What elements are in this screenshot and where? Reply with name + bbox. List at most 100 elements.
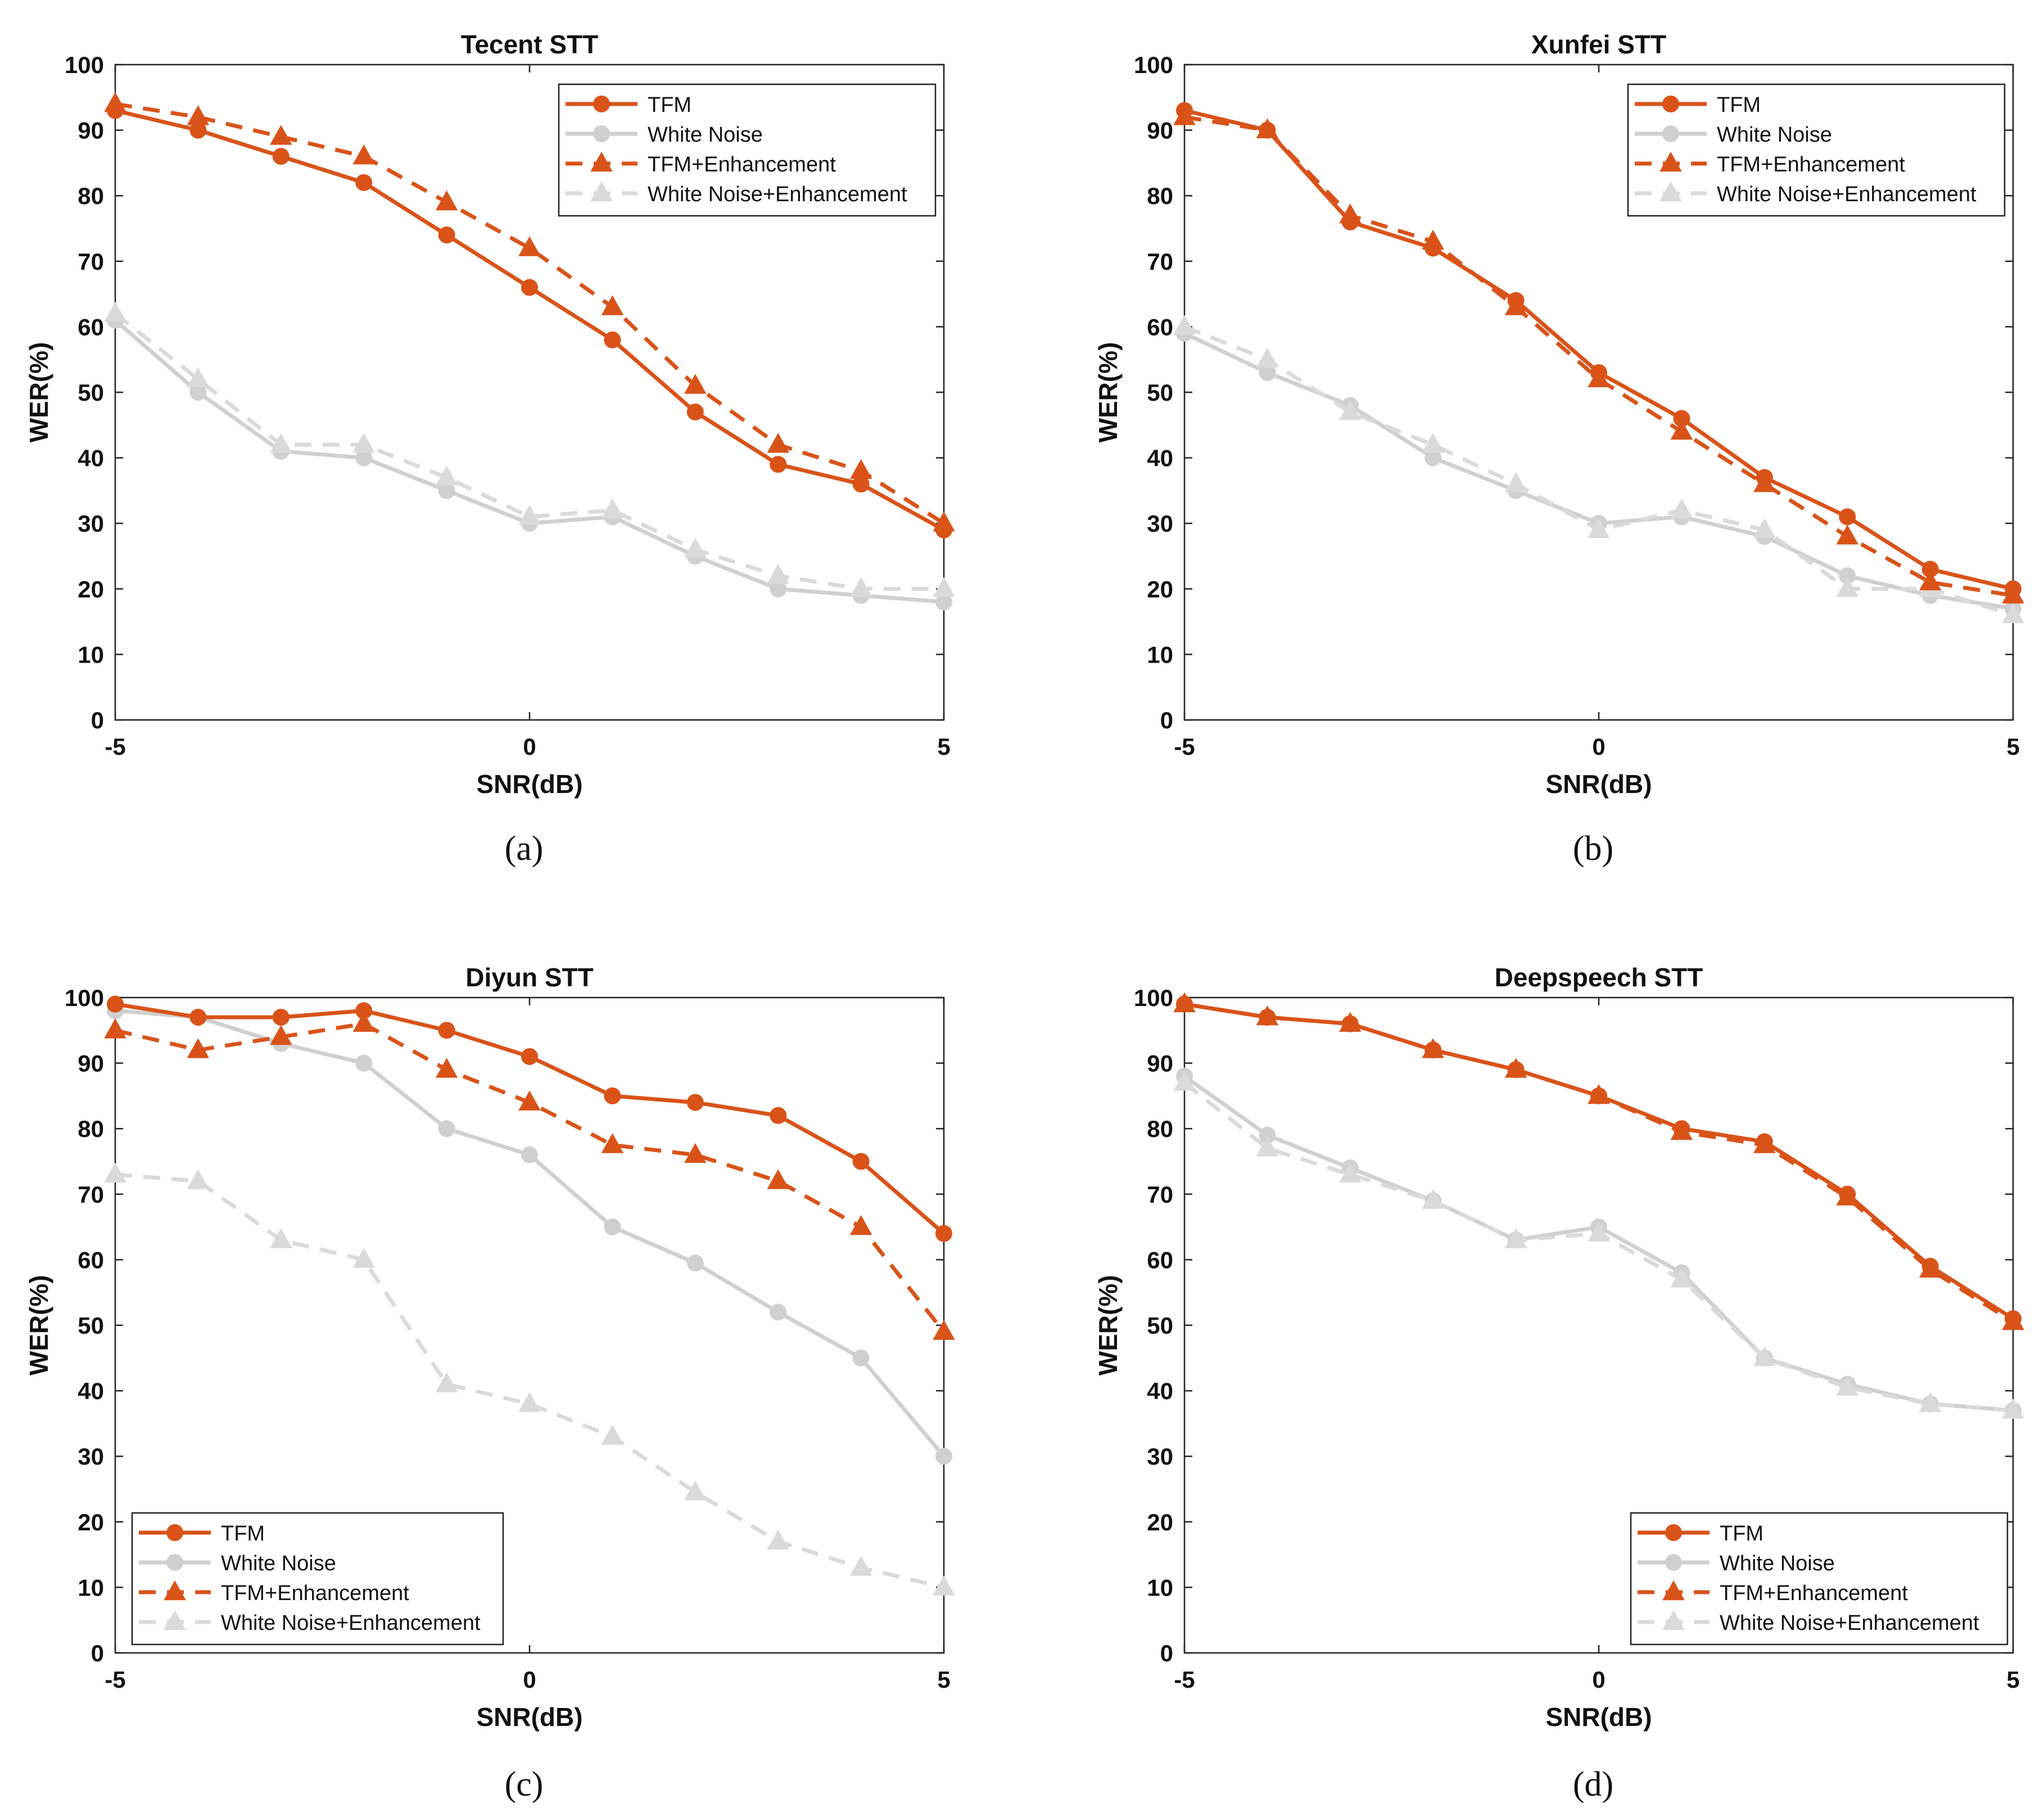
x-tick-label: -5 [1174,1666,1195,1693]
data-point [518,1392,541,1412]
y-tick-label: 50 [78,379,104,406]
data-point [270,1025,292,1045]
y-tick-label: 20 [1147,576,1173,602]
data-point [852,1349,870,1367]
legend-label: White Noise+Enhancement [1717,183,1977,206]
data-point [767,564,790,584]
legend-marker [164,1610,186,1630]
data-point [1256,1136,1279,1157]
x-tick-label: 0 [523,1666,536,1693]
data-point [438,1022,455,1039]
x-axis-label: SNR(dB) [476,1702,582,1732]
x-tick-label: 5 [2006,1666,2019,1693]
data-point [438,1120,455,1138]
x-tick-label: 5 [937,1666,950,1693]
data-point [1173,315,1196,335]
data-point [686,1094,704,1111]
data-point [104,1018,126,1039]
chart-title: Xunfei STT [1531,30,1666,59]
y-tick-label: 90 [1147,1050,1173,1077]
legend-label: White Noise [648,123,763,147]
data-point [518,1090,541,1111]
data-point [1339,203,1362,224]
legend: TFM White Noise TFM+Enhancement White Noise… [1627,83,2006,217]
x-tick-label: 5 [2006,733,2019,760]
y-tick-label: 10 [1147,641,1173,668]
y-tick-label: 50 [78,1312,104,1339]
data-point [352,144,376,165]
data-point [2002,1398,2024,1419]
legend-label: TFM [221,1522,265,1546]
data-point [187,1038,210,1058]
legend-marker [1662,1580,1685,1601]
y-tick-label: 50 [1147,379,1173,406]
data-point [1753,1346,1776,1366]
legend: TFM White Noise TFM+Enhancement White Noise… [558,83,937,217]
y-tick-label: 30 [78,510,104,537]
y-tick-label: 70 [78,248,104,275]
data-point [435,1372,458,1393]
legend-marker [164,1580,186,1601]
data-point [1753,472,1776,492]
data-point [1670,1267,1693,1288]
legend-box [558,83,937,217]
y-tick-label: 90 [78,117,104,144]
y-tick-label: 60 [78,1247,104,1273]
series-line [114,312,944,591]
y-tick-label: 70 [1147,248,1173,275]
data-point [2002,603,2024,623]
series-tfm-enhancement [1173,105,2024,604]
data-point [1836,577,1859,597]
data-point [435,465,458,486]
data-point [1670,419,1693,440]
y-tick-label: 40 [78,1378,104,1404]
legend-label: TFM+Enhancement [1720,1582,1908,1605]
data-point [438,226,455,244]
data-point [1588,367,1610,387]
legend-label: White Noise+Enhancement [648,183,907,206]
data-point [187,105,210,125]
legend-marker [1659,181,1682,202]
y-tick-label: 100 [65,985,104,1011]
series-line [115,1172,944,1589]
data-point [1504,295,1527,315]
data-point [1339,1162,1362,1183]
legend-box [131,1512,504,1646]
data-point [684,537,707,558]
x-tick-label: -5 [105,733,125,760]
data-point [1422,1038,1445,1058]
data-point [601,1133,624,1153]
data-point [1256,347,1279,368]
legend-label: White Noise [1717,123,1832,147]
legend-marker [590,151,613,172]
y-tick-label: 70 [78,1181,104,1208]
y-tick-label: 10 [1147,1574,1173,1601]
series-tfm [107,995,952,1242]
legend-label: White Noise+Enhancement [1720,1611,1979,1635]
data-point [1173,1071,1196,1091]
data-point [518,236,541,256]
x-tick-label: -5 [105,1666,125,1693]
data-point [684,1143,707,1163]
legend-marker [166,1554,183,1571]
y-tick-label: 100 [65,52,104,78]
data-point [601,498,624,519]
data-point [935,1448,952,1465]
y-tick-label: 0 [91,1640,104,1666]
data-point [521,1146,538,1163]
series-line [115,102,945,525]
data-point [767,1529,790,1550]
legend-label: White Noise [1720,1552,1835,1575]
data-point [1836,1185,1859,1206]
series-tfm-enhancement [1173,992,2024,1330]
series-white-noise-enhancement [1173,1071,2024,1419]
data-point [1588,518,1610,538]
legend-box [1630,1512,2009,1646]
data-point [270,125,292,145]
data-point [352,433,376,453]
legend-marker [1665,1554,1682,1571]
legend-marker [166,1524,183,1541]
legend-label: TFM+Enhancement [221,1582,409,1605]
y-tick-label: 80 [1147,183,1173,209]
